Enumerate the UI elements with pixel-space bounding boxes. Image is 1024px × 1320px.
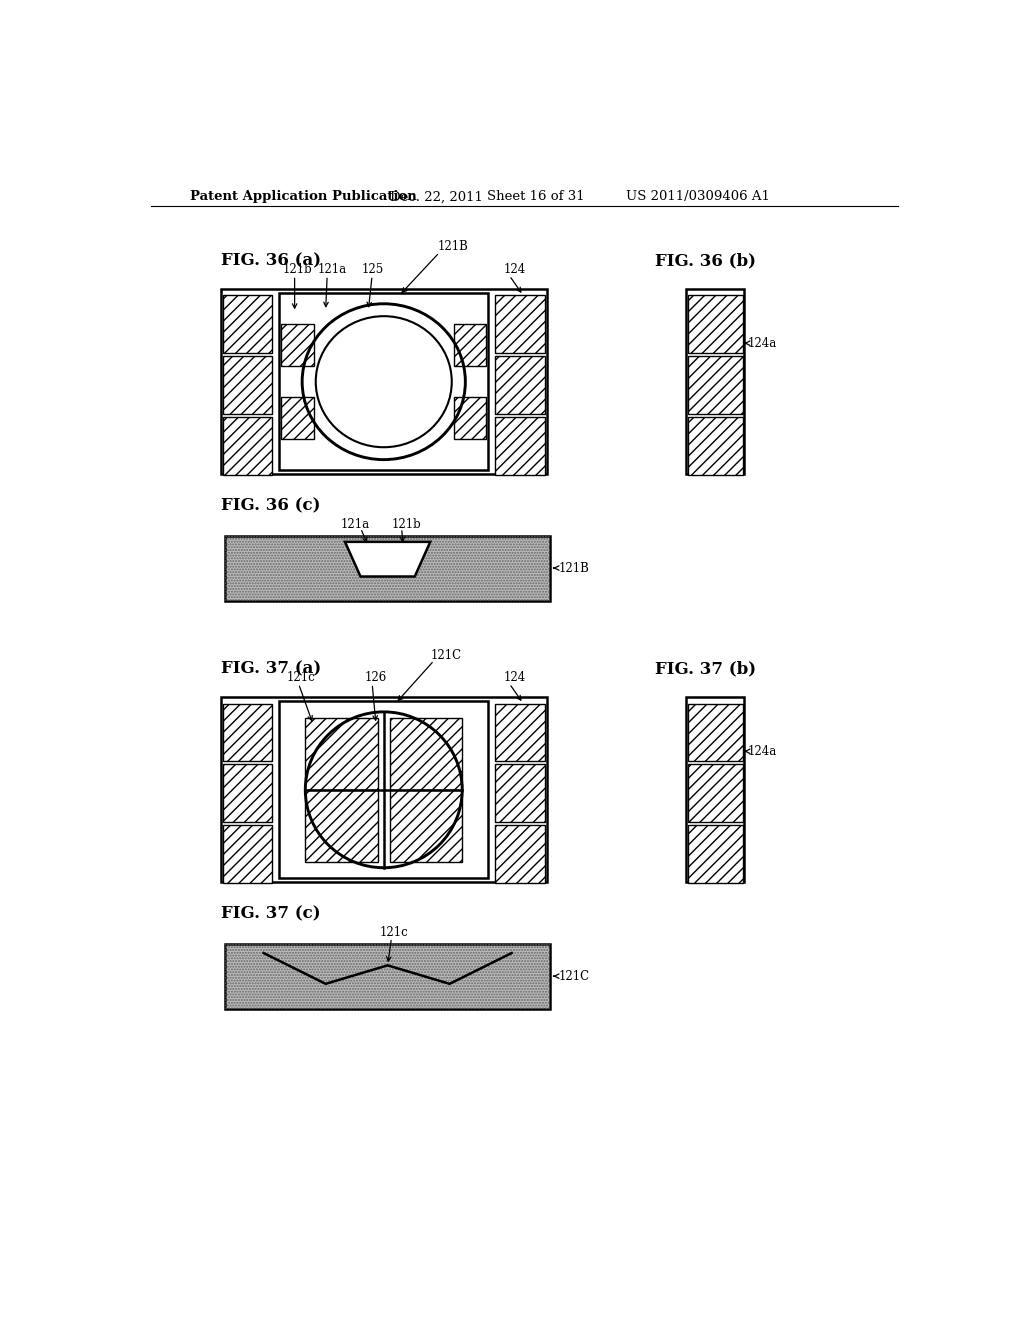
Text: 124: 124 xyxy=(504,671,526,684)
Bar xyxy=(496,704,545,762)
Bar xyxy=(496,825,545,883)
Bar xyxy=(305,789,378,862)
Text: Sheet 16 of 31: Sheet 16 of 31 xyxy=(486,190,585,203)
Text: Patent Application Publication: Patent Application Publication xyxy=(190,190,417,203)
Bar xyxy=(496,296,545,354)
Bar xyxy=(280,701,488,878)
Bar xyxy=(225,536,550,601)
Bar xyxy=(222,356,272,414)
Text: FIG. 37 (a): FIG. 37 (a) xyxy=(221,660,322,677)
Bar xyxy=(222,417,272,475)
Bar xyxy=(687,764,742,822)
Wedge shape xyxy=(305,713,384,789)
Bar xyxy=(390,789,462,862)
Text: 124a: 124a xyxy=(748,744,777,758)
Bar xyxy=(225,536,550,601)
Bar xyxy=(687,417,742,475)
Bar xyxy=(454,397,486,440)
Bar xyxy=(686,697,744,882)
Text: 121b: 121b xyxy=(391,517,421,531)
Wedge shape xyxy=(384,789,462,867)
Bar xyxy=(686,289,744,474)
Bar xyxy=(687,356,742,414)
Bar xyxy=(687,825,742,883)
Text: 126: 126 xyxy=(365,671,387,684)
Text: 121B: 121B xyxy=(558,561,589,574)
Bar xyxy=(225,944,550,1010)
Bar xyxy=(496,417,545,475)
Bar xyxy=(687,296,742,354)
Polygon shape xyxy=(345,543,430,577)
Text: 124a: 124a xyxy=(748,337,777,350)
Text: 121c: 121c xyxy=(380,925,409,939)
Text: 125: 125 xyxy=(362,263,384,276)
Bar xyxy=(225,944,550,1010)
Text: 124: 124 xyxy=(504,263,526,276)
Bar xyxy=(390,718,462,789)
Text: 121C: 121C xyxy=(430,648,462,661)
Text: 121a: 121a xyxy=(317,263,347,276)
Text: FIG. 37 (c): FIG. 37 (c) xyxy=(221,906,321,923)
Bar xyxy=(222,704,272,762)
Bar xyxy=(496,764,545,822)
Text: FIG. 36 (a): FIG. 36 (a) xyxy=(221,252,322,269)
Text: 121c: 121c xyxy=(287,671,315,684)
Wedge shape xyxy=(384,713,462,789)
Text: US 2011/0309406 A1: US 2011/0309406 A1 xyxy=(626,190,769,203)
Text: FIG. 36 (b): FIG. 36 (b) xyxy=(655,252,756,269)
Bar xyxy=(305,718,378,789)
Bar xyxy=(222,764,272,822)
Text: 121C: 121C xyxy=(558,970,589,982)
Bar xyxy=(221,697,547,882)
Text: 121a: 121a xyxy=(341,517,371,531)
Bar xyxy=(221,289,547,474)
Text: 121B: 121B xyxy=(438,240,469,253)
Text: FIG. 37 (b): FIG. 37 (b) xyxy=(655,660,756,677)
Bar xyxy=(454,323,486,367)
Bar xyxy=(280,293,488,470)
Bar xyxy=(222,825,272,883)
Bar xyxy=(222,296,272,354)
Text: Dec. 22, 2011: Dec. 22, 2011 xyxy=(390,190,483,203)
Bar xyxy=(687,704,742,762)
Wedge shape xyxy=(305,789,384,867)
Bar xyxy=(282,323,314,367)
Bar xyxy=(282,397,314,440)
Text: FIG. 36 (c): FIG. 36 (c) xyxy=(221,498,321,515)
Text: 121b: 121b xyxy=(283,263,312,276)
Bar xyxy=(496,356,545,414)
